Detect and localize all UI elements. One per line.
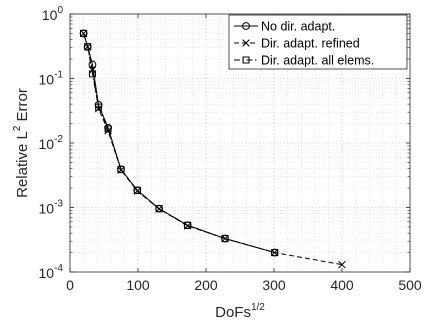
legend-label: No dir. adapt. — [261, 20, 335, 34]
y-tick-label: 10-3 — [39, 199, 64, 217]
legend-label: Dir. adapt. refined — [261, 37, 360, 51]
legend-box — [228, 14, 408, 70]
x-tick-label: 200 — [194, 277, 218, 293]
series-line — [83, 33, 275, 254]
series-3 — [80, 29, 279, 257]
data-point-square — [80, 29, 88, 37]
legend-swatch-marker — [242, 56, 250, 64]
legend-swatch-marker — [242, 39, 250, 47]
y-tick-label: 10-4 — [39, 263, 64, 281]
series-layer — [79, 29, 346, 269]
legend-entry: Dir. adapt. all elems. — [234, 54, 374, 68]
data-point-square — [88, 70, 96, 78]
legend-label: Dir. adapt. all elems. — [261, 54, 374, 68]
x-axis-label: DoFs1/2 — [215, 302, 265, 321]
data-point-square — [221, 235, 229, 243]
x-tick-label: 300 — [262, 277, 286, 293]
data-point-square — [104, 125, 112, 133]
x-tick-label: 0 — [66, 277, 74, 293]
y-tick-labels: 10-4 10-3 10-2 10-1 100 — [39, 5, 64, 281]
data-point-square — [84, 43, 92, 51]
data-point-x — [221, 234, 229, 243]
x-tick-label: 500 — [398, 277, 422, 293]
data-point-x — [104, 126, 112, 135]
data-point-square — [117, 165, 125, 173]
x-marker-stroke — [242, 39, 250, 47]
legend-entry: No dir. adapt. — [234, 20, 335, 34]
legend-entry: Dir. adapt. refined — [234, 37, 360, 51]
data-point-square — [133, 186, 141, 194]
data-point-square — [95, 103, 103, 111]
y-tick-label: 10-2 — [39, 134, 64, 152]
data-point-x — [94, 104, 103, 113]
legend: No dir. adapt. Dir. adapt. refined Dir. ad… — [228, 14, 408, 70]
data-point-square — [271, 249, 279, 257]
data-point-x — [338, 260, 346, 269]
y-axis-label: Relative L2 Error — [12, 88, 31, 198]
legend-swatch-marker — [242, 22, 250, 30]
x-marker-stroke — [338, 260, 346, 269]
data-point-x — [79, 29, 88, 38]
x-marker-stroke — [94, 104, 103, 113]
data-point-x — [88, 66, 97, 74]
x-marker-stroke — [221, 234, 229, 243]
x-tick-label: 100 — [126, 277, 150, 293]
x-tick-labels: 0 100 200 300 400 500 — [66, 277, 422, 293]
y-tick-label: 10-1 — [39, 70, 64, 88]
x-marker-stroke — [104, 126, 112, 135]
x-marker-stroke — [88, 66, 97, 74]
x-marker-stroke — [270, 248, 279, 257]
data-point-square — [184, 221, 192, 229]
x-tick-label: 400 — [330, 277, 354, 293]
x-marker-stroke — [79, 29, 88, 38]
data-point-square — [155, 205, 163, 213]
data-point-x — [270, 248, 279, 257]
y-tick-label: 100 — [42, 5, 64, 23]
